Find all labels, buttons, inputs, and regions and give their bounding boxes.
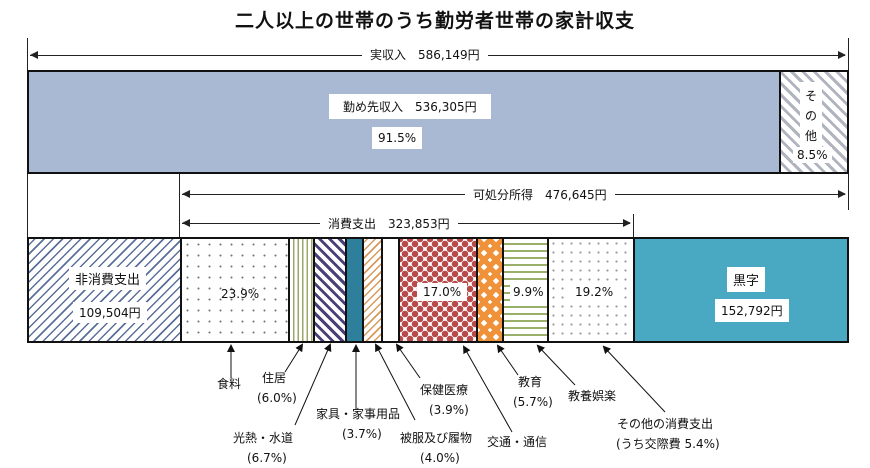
segment-clothing bbox=[364, 239, 383, 341]
callout-transport: 交通・通信 bbox=[487, 435, 548, 449]
disposable-tick-right bbox=[848, 174, 849, 210]
food-pct: 23.9% bbox=[221, 287, 260, 301]
callout-medical-pct: (3.9%) bbox=[429, 403, 469, 417]
callout-housing: 住居 bbox=[262, 371, 287, 385]
segment-food bbox=[182, 239, 290, 341]
real-income-label: 実収入 586,149円 bbox=[362, 46, 488, 63]
segment-non-consumption bbox=[29, 239, 182, 341]
chart-title: 二人以上の世帯のうち勤労者世帯の家計収支 bbox=[234, 10, 635, 32]
segment-medical bbox=[383, 239, 400, 341]
segment-utilities bbox=[315, 239, 347, 341]
consumption-label: 消費支出 323,853円 bbox=[320, 215, 458, 232]
other-income-label: その他 bbox=[800, 82, 822, 150]
arrow-left-icon bbox=[182, 219, 190, 227]
non-consumption-value: 109,504円 bbox=[73, 302, 147, 323]
callout-furniture-pct: (3.7%) bbox=[342, 427, 382, 441]
disposable-tick-left bbox=[179, 174, 180, 238]
frame-left bbox=[27, 174, 28, 238]
callout-other-pct: (うち交際費 5.4%) bbox=[616, 437, 720, 451]
callout-housing-pct: (6.0%) bbox=[257, 391, 297, 405]
arrow-right-icon bbox=[623, 219, 631, 227]
surplus-label: 黒字 bbox=[727, 267, 766, 292]
income-bar: 勤め先収入 536,305円 91.5% その他 8.5% bbox=[27, 70, 849, 174]
consumption-tick-right bbox=[633, 214, 634, 238]
callout-education-pct: (5.7%) bbox=[513, 395, 553, 409]
surplus-value: 152,792円 bbox=[715, 299, 789, 322]
callout-other: その他の消費支出 bbox=[617, 417, 714, 431]
span-tick-right bbox=[848, 38, 849, 70]
segment-housing bbox=[290, 239, 315, 341]
callout-clothing: 被服及び履物 bbox=[400, 431, 473, 445]
callout-utilities: 光熱・水道 bbox=[233, 431, 294, 445]
transport-pct: 17.0% bbox=[417, 283, 468, 301]
callout-utilities-pct: (6.7%) bbox=[247, 451, 287, 465]
callout-recreation: 教養娯楽 bbox=[568, 389, 617, 403]
callout-furniture: 家具・家事用品 bbox=[316, 407, 401, 421]
segment-employment-income bbox=[29, 72, 781, 172]
expenditure-bar: 非消費支出 109,504円 23.9% 17.0% 9.9% 19.2% 黒字… bbox=[27, 237, 849, 343]
employment-income-pct: 91.5% bbox=[372, 127, 423, 149]
segment-education bbox=[478, 239, 504, 341]
segment-furniture bbox=[347, 239, 364, 341]
recreation-pct: 9.9% bbox=[510, 283, 547, 301]
arrow-left-icon bbox=[182, 190, 190, 198]
span-tick-left bbox=[27, 38, 28, 70]
other-income-pct: 8.5% bbox=[793, 147, 832, 163]
arrow-right-icon bbox=[838, 51, 846, 59]
employment-income-label: 勤め先収入 536,305円 bbox=[329, 94, 491, 119]
callout-clothing-pct: (4.0%) bbox=[420, 451, 460, 465]
arrow-left-icon bbox=[30, 51, 38, 59]
other-consumption-pct: 19.2% bbox=[569, 283, 620, 301]
disposable-income-label: 可処分所得 476,645円 bbox=[465, 186, 615, 203]
callout-medical: 保健医療 bbox=[420, 383, 469, 397]
non-consumption-label: 非消費支出 bbox=[69, 267, 147, 290]
callout-education: 教育 bbox=[518, 375, 543, 389]
callout-food: 食料 bbox=[217, 377, 242, 391]
arrow-right-icon bbox=[838, 190, 846, 198]
